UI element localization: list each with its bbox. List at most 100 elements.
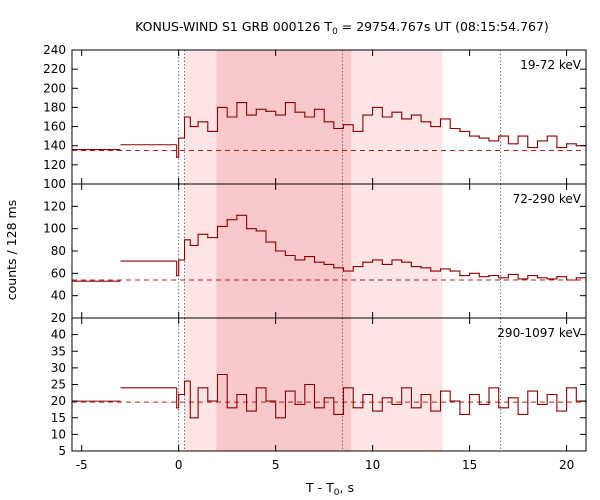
lightcurve-series — [176, 102, 586, 158]
data-point-16 — [313, 108, 316, 110]
data-point-0 — [176, 156, 178, 158]
data-point-24 — [391, 259, 393, 261]
chart-title: KONUS-WIND S1 GRB 000126 T0 = 29754.767s… — [135, 19, 549, 37]
data-point-42 — [566, 143, 568, 145]
data-point-5 — [207, 400, 209, 402]
data-point-29 — [439, 118, 442, 120]
x-tick-label: 20 — [559, 458, 574, 472]
y-tick-label: 120 — [43, 158, 66, 172]
data-point-41 — [556, 410, 558, 412]
data-point-9 — [245, 410, 248, 412]
chart-title-main: KONUS-WIND S1 GRB 000126 T — [135, 19, 332, 34]
y-tick-label: 80 — [51, 244, 66, 258]
data-point-20 — [352, 266, 354, 268]
data-point-20 — [352, 130, 354, 132]
data-point-10 — [255, 387, 257, 389]
data-point-32 — [469, 393, 471, 396]
data-point-37 — [517, 413, 519, 416]
data-point-6 — [216, 373, 219, 376]
data-point-18 — [333, 413, 335, 416]
data-point-25 — [401, 261, 403, 263]
data-point-26 — [410, 266, 413, 268]
data-point-19 — [342, 270, 345, 272]
data-point-39 — [536, 277, 539, 279]
data-point-40 — [546, 278, 548, 280]
data-point-43 — [575, 277, 577, 279]
y-tick-label: 5 — [58, 444, 66, 458]
y-tick-label: 180 — [43, 100, 66, 114]
data-point-25 — [401, 118, 403, 120]
y-tick-label: 30 — [51, 361, 66, 375]
data-point-7 — [226, 219, 228, 221]
data-point-23 — [381, 116, 383, 118]
data-point-33 — [478, 403, 480, 406]
y-tick-label: 40 — [51, 289, 66, 303]
data-point-2 — [183, 116, 186, 118]
y-tick-label: 10 — [51, 427, 66, 441]
data-point-28 — [430, 125, 432, 128]
data-point-29 — [439, 390, 442, 392]
x-tick-label: 15 — [462, 458, 477, 472]
data-point-38 — [527, 274, 529, 277]
data-point-41 — [556, 276, 558, 278]
shaded-region-1 — [216, 318, 352, 451]
energy-band-label: 290-1097 keV — [497, 326, 581, 340]
y-tick-label: 20 — [51, 394, 66, 408]
data-point-42 — [566, 279, 568, 281]
data-point-25 — [401, 387, 403, 389]
data-point-9 — [245, 228, 248, 230]
y-tick-label: 20 — [51, 311, 66, 325]
y-axis-label: counts / 128 ms — [4, 200, 19, 300]
data-point-8 — [236, 102, 238, 104]
y-tick-label: 25 — [51, 378, 66, 392]
data-point-17 — [323, 263, 325, 265]
data-point-15 — [304, 116, 306, 118]
data-point-40 — [546, 135, 548, 137]
data-point-13 — [284, 254, 286, 257]
y-tick-label: 100 — [43, 222, 66, 236]
data-point-41 — [556, 147, 558, 149]
data-point-23 — [381, 397, 383, 399]
data-point-15 — [304, 255, 306, 258]
y-tick-label: 220 — [43, 62, 66, 76]
data-point-12 — [275, 114, 277, 116]
data-point-9 — [245, 114, 248, 116]
data-point-1 — [178, 137, 180, 139]
y-tick-label: 15 — [51, 411, 66, 425]
data-point-0 — [176, 274, 178, 277]
data-point-36 — [507, 397, 510, 399]
y-tick-label: 240 — [43, 43, 66, 57]
data-point-15 — [304, 383, 306, 386]
x-tick-label: 0 — [175, 458, 183, 472]
data-point-5 — [207, 237, 209, 239]
data-point-35 — [498, 407, 500, 409]
y-tick-label: 35 — [51, 344, 66, 358]
y-tick-label: 200 — [43, 81, 66, 95]
data-point-14 — [294, 259, 296, 261]
data-point-34 — [488, 140, 490, 142]
data-point-11 — [265, 241, 267, 243]
data-point-3 — [189, 125, 191, 128]
data-point-24 — [391, 111, 393, 113]
data-point-4 — [197, 233, 199, 235]
x-axis-label: T - T0, s — [305, 480, 354, 498]
panel-0: 100 120 140 160 180 200 220 240 19-72 keV — [43, 43, 587, 191]
x-tick-label: -5 — [76, 458, 88, 472]
data-point-23 — [381, 263, 383, 265]
data-point-8 — [236, 393, 238, 396]
data-point-43 — [575, 145, 577, 147]
y-tick-label: 60 — [51, 266, 66, 280]
chart-title-subscript: 0 — [332, 27, 338, 37]
x-tick-label: 10 — [365, 458, 380, 472]
x-axis-label-subscript: 0 — [334, 488, 340, 498]
data-point-13 — [284, 390, 286, 392]
y-tick-label: 140 — [43, 139, 66, 153]
lightcurve-series — [176, 214, 586, 281]
data-point-10 — [255, 230, 257, 232]
data-point-32 — [469, 272, 471, 274]
data-point-30 — [449, 270, 451, 272]
data-point-31 — [459, 413, 461, 416]
data-point-4 — [197, 387, 199, 389]
